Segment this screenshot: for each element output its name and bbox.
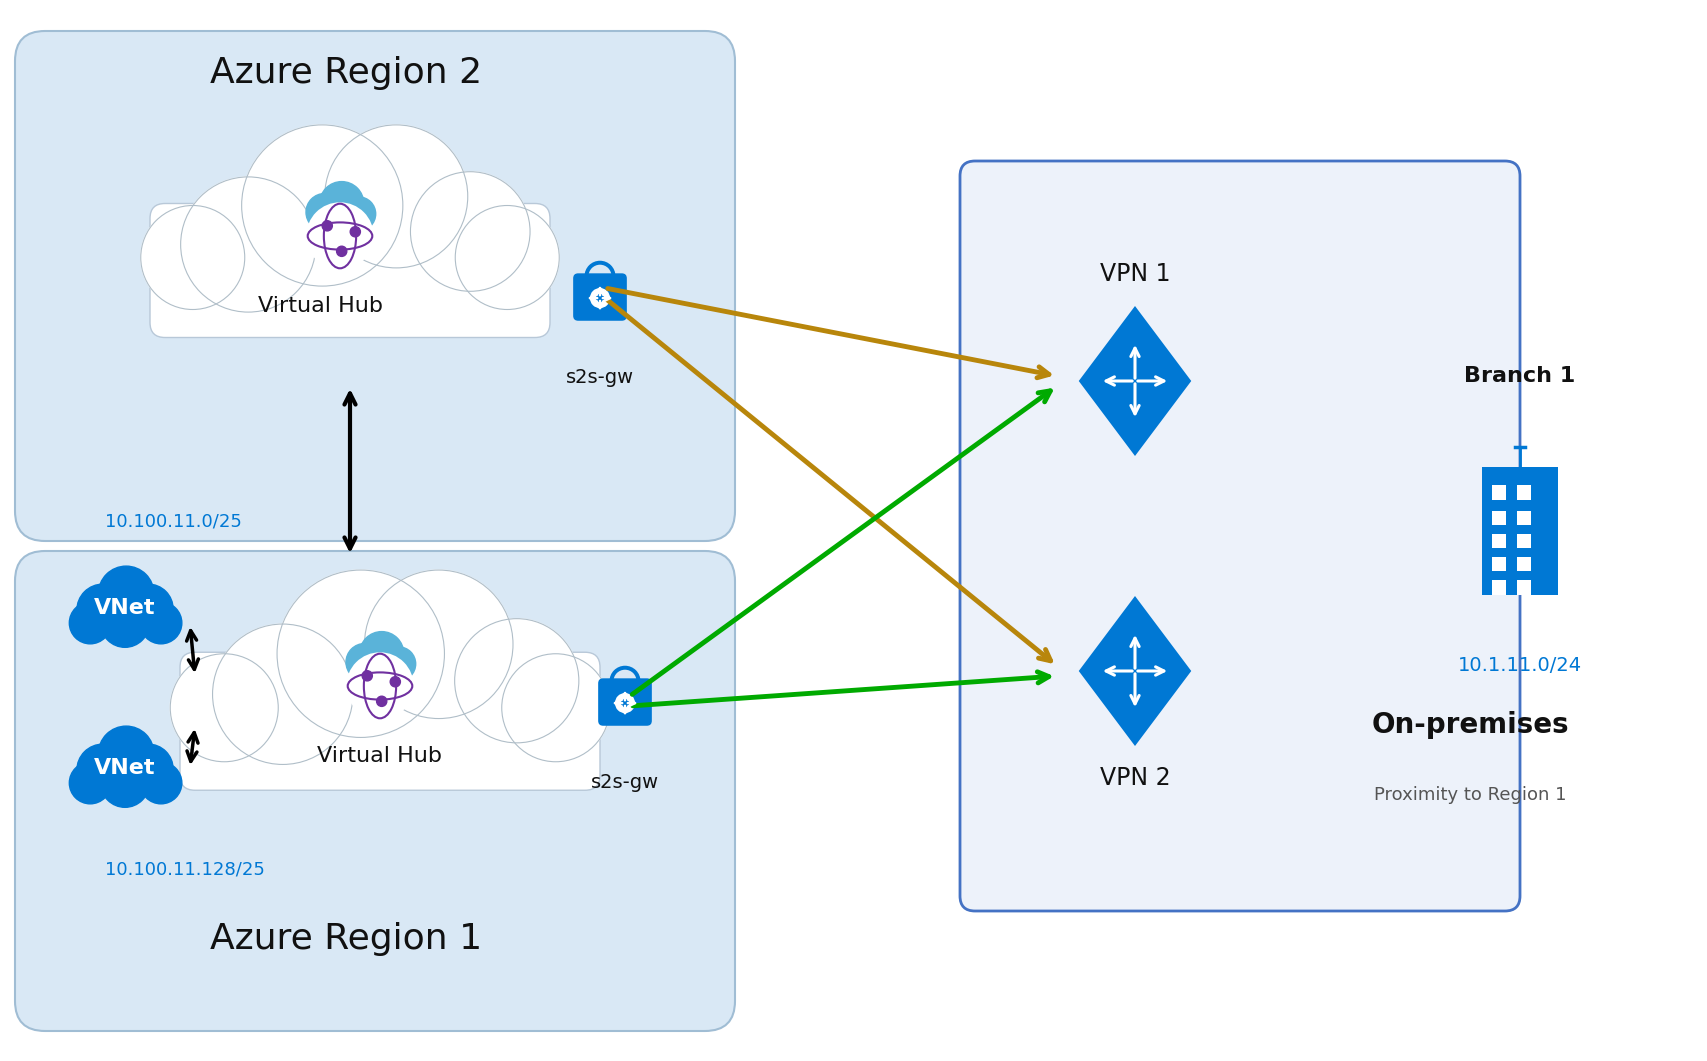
Circle shape [70,762,111,804]
Circle shape [306,193,343,231]
Circle shape [140,602,181,644]
Circle shape [410,172,529,292]
Circle shape [123,744,172,794]
Circle shape [99,567,154,622]
Text: Azure Region 1: Azure Region 1 [210,922,481,956]
FancyBboxPatch shape [574,274,626,320]
Circle shape [389,677,399,686]
Circle shape [140,762,181,804]
FancyBboxPatch shape [1516,485,1529,500]
Text: 10.100.11.0/25: 10.100.11.0/25 [104,514,242,530]
FancyBboxPatch shape [597,678,652,726]
Circle shape [615,694,633,712]
Circle shape [99,726,154,782]
FancyBboxPatch shape [959,161,1519,911]
Text: VPN 1: VPN 1 [1099,262,1169,286]
Circle shape [336,246,347,257]
Text: On-premises: On-premises [1371,711,1569,740]
Circle shape [454,619,579,743]
FancyBboxPatch shape [15,551,734,1031]
Text: Branch 1: Branch 1 [1463,366,1574,386]
Circle shape [171,654,278,762]
Circle shape [596,295,603,301]
FancyBboxPatch shape [150,204,550,337]
Circle shape [241,125,403,286]
Text: 10.1.11.0/24: 10.1.11.0/24 [1458,656,1581,675]
Circle shape [319,181,364,226]
FancyBboxPatch shape [179,653,599,790]
Circle shape [591,289,609,308]
FancyBboxPatch shape [1490,557,1506,572]
Text: VNet: VNet [94,598,155,618]
Circle shape [621,699,628,707]
FancyBboxPatch shape [1516,511,1529,525]
Circle shape [277,570,444,737]
Circle shape [376,696,386,707]
FancyBboxPatch shape [1490,485,1506,500]
Circle shape [456,206,558,310]
Circle shape [502,654,609,762]
FancyBboxPatch shape [1490,534,1506,549]
Circle shape [77,744,130,797]
Text: Virtual Hub: Virtual Hub [318,746,442,766]
FancyBboxPatch shape [1516,580,1529,594]
Circle shape [70,602,111,644]
Text: 10.100.11.128/25: 10.100.11.128/25 [104,860,265,879]
FancyBboxPatch shape [1482,467,1557,595]
Circle shape [101,759,149,807]
Circle shape [381,647,415,681]
Circle shape [362,671,372,681]
Circle shape [341,197,376,231]
FancyBboxPatch shape [1516,534,1529,549]
Circle shape [350,227,360,237]
Text: VNet: VNet [94,758,155,778]
Text: VPN 2: VPN 2 [1099,766,1169,790]
Circle shape [77,585,130,637]
Circle shape [348,654,411,718]
Circle shape [101,598,149,647]
Circle shape [324,125,468,267]
Circle shape [347,644,382,681]
Text: Proximity to Region 1: Proximity to Region 1 [1372,786,1565,804]
FancyBboxPatch shape [1490,511,1506,525]
Text: Virtual Hub: Virtual Hub [258,296,382,316]
Circle shape [364,570,512,718]
Text: s2s-gw: s2s-gw [565,368,633,387]
Circle shape [307,204,372,268]
Polygon shape [1079,306,1190,456]
FancyBboxPatch shape [15,31,734,541]
Circle shape [181,177,316,312]
Circle shape [360,631,403,676]
FancyBboxPatch shape [1490,580,1506,594]
Circle shape [140,206,244,310]
Circle shape [123,585,172,634]
Circle shape [323,221,333,231]
Circle shape [212,624,353,764]
Text: Azure Region 2: Azure Region 2 [210,56,481,90]
Text: s2s-gw: s2s-gw [591,773,659,792]
FancyBboxPatch shape [1516,557,1529,572]
Polygon shape [1079,596,1190,746]
